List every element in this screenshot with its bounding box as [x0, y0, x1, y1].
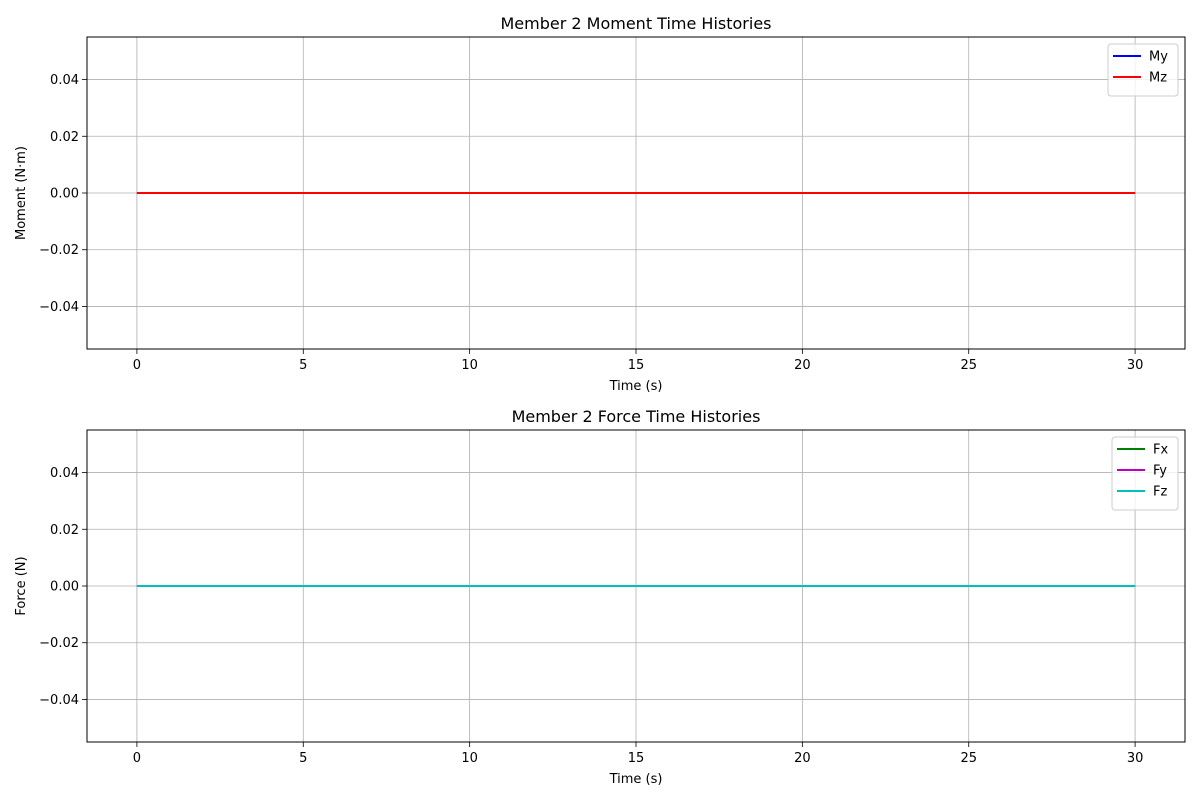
force-chart: Member 2 Force Time Histories Time (s) F… [14, 407, 1186, 787]
force-y-tick-label: 0.02 [50, 523, 79, 538]
moment-x-tick-label: 25 [960, 358, 977, 373]
force-x-tick-label: 20 [794, 751, 811, 766]
moment-legend-label-mz: Mz [1149, 71, 1167, 86]
moment-legend: My Mz [1107, 43, 1179, 97]
moment-y-tick-label: 0.04 [50, 73, 79, 88]
force-legend-label-fz: Fz [1153, 485, 1167, 500]
force-legend-label-fy: Fy [1153, 464, 1167, 479]
moment-x-tick-label: 5 [299, 358, 307, 373]
force-y-tick-label: −0.02 [39, 636, 79, 651]
moment-chart-title: Member 2 Moment Time Histories [500, 14, 771, 33]
moment-y-tick-label: 0.00 [50, 187, 79, 202]
force-x-tick-label: 15 [628, 751, 645, 766]
force-chart-ylabel: Force (N) [14, 556, 29, 615]
force-x-tick-label: 30 [1127, 751, 1144, 766]
force-legend: Fx Fy Fz [1111, 436, 1179, 511]
force-x-tick-label: 0 [133, 751, 141, 766]
moment-y-tick-label: −0.04 [39, 300, 79, 315]
moment-x-tick-label: 30 [1127, 358, 1144, 373]
force-y-tick-label: 0.04 [50, 466, 79, 481]
force-x-tick-label: 10 [461, 751, 478, 766]
force-x-tick-label: 25 [960, 751, 977, 766]
force-y-tick-label: −0.04 [39, 693, 79, 708]
moment-chart: Member 2 Moment Time Histories Time (s) … [14, 14, 1186, 394]
moment-x-tick-label: 15 [628, 358, 645, 373]
moment-chart-ylabel: Moment (N·m) [14, 146, 29, 240]
moment-chart-xlabel: Time (s) [609, 379, 663, 394]
moment-x-tick-label: 20 [794, 358, 811, 373]
moment-y-tick-label: 0.02 [50, 130, 79, 145]
force-chart-title: Member 2 Force Time Histories [512, 407, 761, 426]
force-y-tick-label: 0.00 [50, 580, 79, 595]
force-legend-label-fx: Fx [1153, 443, 1168, 458]
moment-x-tick-label: 10 [461, 358, 478, 373]
moment-x-tick-label: 0 [133, 358, 141, 373]
force-chart-xlabel: Time (s) [609, 772, 663, 787]
moment-legend-label-my: My [1149, 50, 1168, 65]
force-x-tick-label: 5 [299, 751, 307, 766]
moment-y-tick-label: −0.02 [39, 243, 79, 258]
